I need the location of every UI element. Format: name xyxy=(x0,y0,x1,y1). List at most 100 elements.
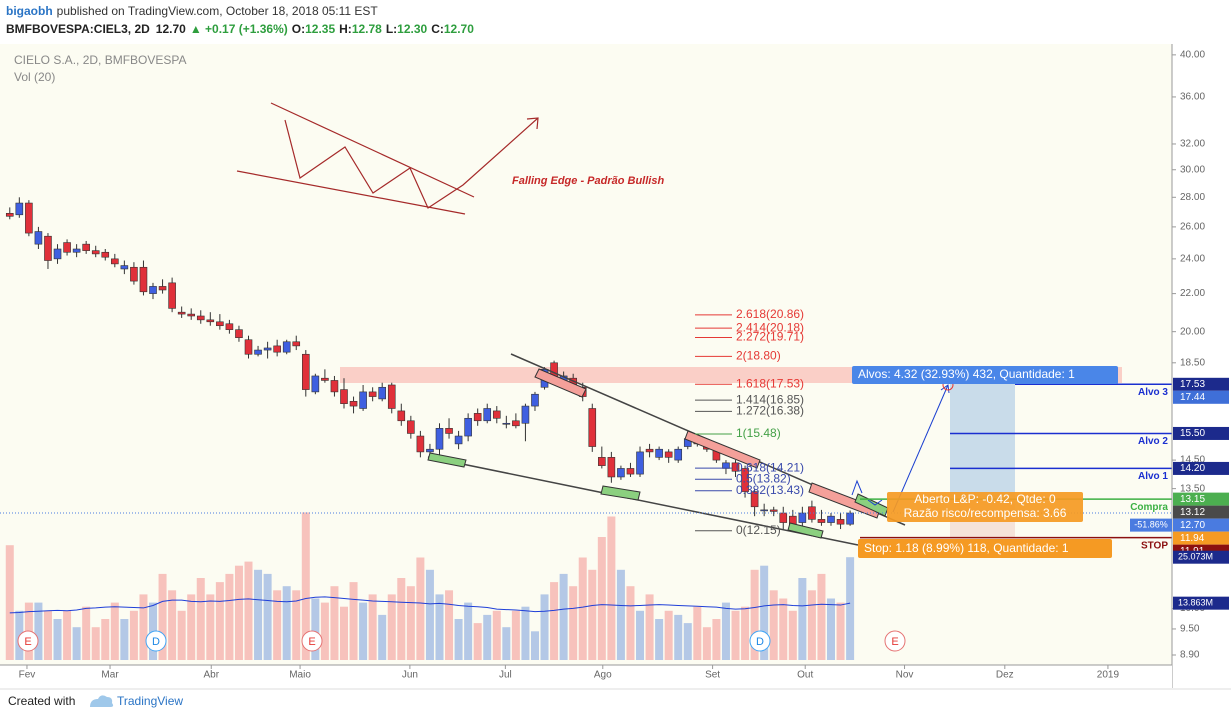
candle-body xyxy=(760,509,768,512)
volume-bar xyxy=(521,606,530,660)
candle-body xyxy=(139,266,148,293)
candle-body xyxy=(254,349,262,355)
candle-body xyxy=(779,512,788,523)
volume-bar xyxy=(416,557,425,660)
volume-bar xyxy=(636,610,645,660)
candle-body xyxy=(655,448,663,458)
pattern-sketch xyxy=(236,102,539,215)
event-label: E xyxy=(24,636,31,648)
candle-body xyxy=(321,377,329,381)
fib-label: 0(12.15) xyxy=(736,523,781,537)
fib-label: 2.414(20.18) xyxy=(736,320,804,334)
candle-body xyxy=(301,353,310,390)
volume-bar xyxy=(712,619,721,660)
volume-bar xyxy=(263,573,272,660)
volume-bar xyxy=(827,598,836,660)
candle-body xyxy=(426,448,434,453)
price-tag xyxy=(1173,531,1229,545)
candle-body xyxy=(492,410,501,419)
chart-title: CIELO S.A., 2D, BMFBOVESPA xyxy=(14,53,187,67)
y-tick-label: 20.00 xyxy=(1180,326,1205,337)
candle-body xyxy=(359,391,367,409)
candle-body xyxy=(25,202,33,234)
volume-bar xyxy=(292,590,301,660)
header-line-2: BMFBOVESPA:CIEL3, 2D 12.70 ▲ +0.17 (+1.36%… xyxy=(6,22,474,36)
volume-bar xyxy=(550,582,559,660)
volume-bar xyxy=(540,594,549,660)
volume-bar xyxy=(569,586,578,660)
target-label: Alvo 3 xyxy=(1138,387,1168,398)
candle-body xyxy=(149,286,157,294)
overlay-layer: 2.618(20.86)2.414(20.18)2.272(19.71) 2(18… xyxy=(0,307,1172,551)
price-tag-label: 15.50 xyxy=(1180,428,1205,439)
volume-title: Vol (20) xyxy=(14,70,55,84)
candle-body xyxy=(741,468,749,492)
candle-body xyxy=(769,509,778,512)
fib-label: 1.618(17.53) xyxy=(736,376,804,390)
volume-bar xyxy=(387,594,396,660)
candle-body xyxy=(273,345,281,353)
candle-body xyxy=(435,428,444,450)
volume-bar xyxy=(378,614,387,660)
candle-body xyxy=(82,243,90,251)
y-tick-label: 8.90 xyxy=(1180,650,1200,661)
price-tag xyxy=(1173,518,1229,532)
candle-body xyxy=(483,408,492,422)
volume-bar xyxy=(674,614,683,660)
volume-bar xyxy=(311,598,320,660)
volume-bar xyxy=(645,594,654,660)
open-label: Aberto L&P: -0.42, Qtde: 0 xyxy=(914,492,1056,506)
volume-bar xyxy=(741,606,750,660)
y-tick-label: 32.00 xyxy=(1180,139,1205,150)
x-tick-label: Out xyxy=(797,670,813,681)
candle-body xyxy=(72,248,81,253)
candle-body xyxy=(63,242,71,253)
o-value: 12.35 xyxy=(305,22,335,36)
candle-body xyxy=(130,266,138,282)
volume-bar xyxy=(215,582,224,660)
price-tag-label: 13.15 xyxy=(1180,494,1205,505)
volume-bar xyxy=(731,610,740,660)
volume-bar xyxy=(282,586,291,660)
target-label: STOP xyxy=(1141,540,1168,551)
candle-body xyxy=(617,468,625,478)
candle-body xyxy=(416,435,425,453)
price-tag xyxy=(1173,426,1229,440)
volume-bar xyxy=(530,631,539,660)
volume-bar xyxy=(683,623,692,660)
volume-bar xyxy=(187,594,196,660)
y-tick-label: 24.00 xyxy=(1180,253,1205,264)
volume-tag-label: 25.073M xyxy=(1178,552,1213,562)
event-label: E xyxy=(891,636,898,648)
touch-box xyxy=(534,368,587,398)
stop-box xyxy=(858,539,1112,558)
y-tick-label: 9.50 xyxy=(1180,624,1200,635)
touch-box xyxy=(787,522,824,539)
candle-body xyxy=(292,341,301,347)
small-arrow xyxy=(867,499,883,506)
candle-layer xyxy=(5,197,854,530)
footer-brand[interactable]: TradingView xyxy=(117,694,183,708)
event-marker xyxy=(749,630,771,652)
volume-bar xyxy=(760,565,769,660)
x-tick-label: Jul xyxy=(499,670,512,681)
volume-bar xyxy=(846,557,855,660)
small-arrow xyxy=(851,479,863,496)
axis-layer: 40.00 36.00 32.00 30.00 28.00 26.00 24.00 22.00… xyxy=(19,50,1229,681)
price-tag-note: -51.86% xyxy=(1134,519,1168,529)
ratio-label: Razão risco/recompensa: 3.66 xyxy=(904,506,1067,520)
volume-bar xyxy=(559,573,568,660)
volume-bar xyxy=(435,594,444,660)
x-tick-label: Dez xyxy=(996,670,1014,681)
candle-body xyxy=(244,339,253,355)
volume-bar xyxy=(492,610,501,660)
target-box xyxy=(852,366,1118,384)
candle-body xyxy=(664,451,673,458)
time-axis-bg xyxy=(0,665,1172,688)
price-tag xyxy=(1173,390,1229,404)
candle-body xyxy=(120,265,129,270)
y-tick-label: 36.00 xyxy=(1180,92,1205,103)
fib-label: 1(15.48) xyxy=(736,426,781,440)
header-line-1: bigaobh published on TradingView.com, Oct… xyxy=(6,4,378,18)
touch-box xyxy=(600,485,641,501)
